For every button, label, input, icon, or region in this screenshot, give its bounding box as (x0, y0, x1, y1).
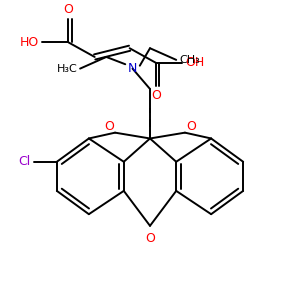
Text: HO: HO (20, 36, 39, 49)
Text: O: O (186, 120, 196, 133)
Text: O: O (64, 3, 74, 16)
Text: O: O (145, 232, 155, 244)
Text: H₃C: H₃C (56, 64, 77, 74)
Text: N: N (128, 62, 137, 75)
Text: O: O (151, 89, 161, 102)
Text: O: O (104, 120, 114, 133)
Text: CH₃: CH₃ (179, 55, 200, 65)
Text: Cl: Cl (18, 155, 31, 168)
Text: OH: OH (185, 56, 204, 69)
